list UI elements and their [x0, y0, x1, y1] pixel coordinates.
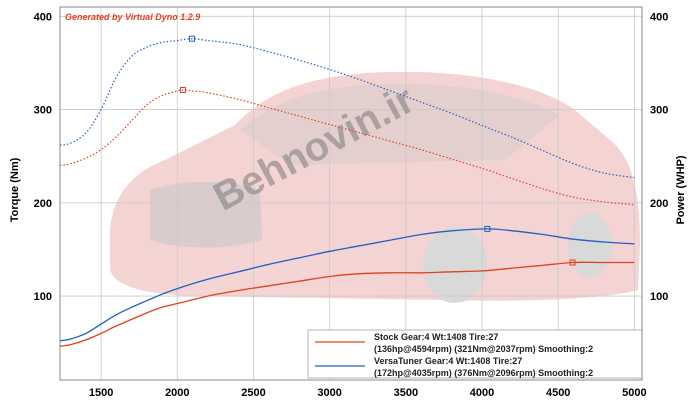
- y-right-tick-label: 200: [650, 198, 668, 210]
- series-line-stock-power: [59, 261, 635, 348]
- y-axis-left-ticks: 100 200 300 400: [34, 11, 52, 303]
- car-grille-shape: [150, 181, 262, 248]
- car-photo-background: [110, 71, 640, 303]
- x-tick-label: 3500: [394, 387, 418, 399]
- y-axis-right-label: Power (WHP): [675, 155, 687, 224]
- legend-versatuner-line2: (172hp@4035rpm) (376Nm@2096rpm) Smoothin…: [374, 368, 593, 378]
- legend-stock-line2: (136hp@4594rpm) (321Nm@2037rpm) Smoothin…: [374, 344, 593, 354]
- car-wheel-front: [423, 227, 487, 303]
- y-left-tick-label: 300: [34, 105, 52, 117]
- car-body-shape: [110, 71, 640, 301]
- y-left-tick-label: 100: [34, 291, 52, 303]
- peak-marker: [179, 86, 186, 93]
- x-tick-label: 3000: [317, 387, 341, 399]
- generator-text: Generated by Virtual Dyno 1.2.9: [65, 12, 200, 22]
- peak-marker: [188, 35, 195, 42]
- y-right-tick-label: 100: [650, 291, 668, 303]
- series-layer: [59, 38, 635, 348]
- x-tick-label: 4500: [546, 387, 570, 399]
- x-tick-label: 5000: [622, 387, 646, 399]
- peak-marker: [484, 225, 491, 232]
- x-tick-label: 2000: [165, 387, 189, 399]
- y-left-tick-label: 400: [34, 11, 52, 23]
- x-tick-label: 1500: [89, 387, 113, 399]
- peak-marker: [569, 259, 576, 266]
- series-line-stock-torque: [59, 89, 635, 206]
- series-line-versatuner-power: [59, 228, 635, 342]
- car-windshield-shape: [240, 83, 560, 165]
- peak-markers: [179, 35, 576, 266]
- legend-stock-line1: Stock Gear:4 Wt:1408 Tire:27: [374, 332, 498, 342]
- plot-frame: [59, 6, 643, 381]
- y-axis-left-label: Torque (Nm): [9, 157, 21, 222]
- x-axis-ticks: 1500 2000 2500 3000 3500 4000 4500 5000: [89, 387, 647, 399]
- legend-versatuner-line1: VersaTuner Gear:4 Wt:1408 Tire:27: [374, 356, 522, 366]
- legend: Stock Gear:4 Wt:1408 Tire:27 (136hp@4594…: [307, 329, 643, 379]
- car-wheel-rear: [568, 213, 612, 277]
- y-left-tick-label: 200: [34, 198, 52, 210]
- chart-grid: [60, 7, 642, 380]
- x-tick-label: 4000: [470, 387, 494, 399]
- y-right-tick-label: 400: [650, 11, 668, 23]
- y-axis-right-ticks: 100 200 300 400: [650, 11, 668, 303]
- y-right-tick-label: 300: [650, 105, 668, 117]
- x-tick-label: 2500: [241, 387, 265, 399]
